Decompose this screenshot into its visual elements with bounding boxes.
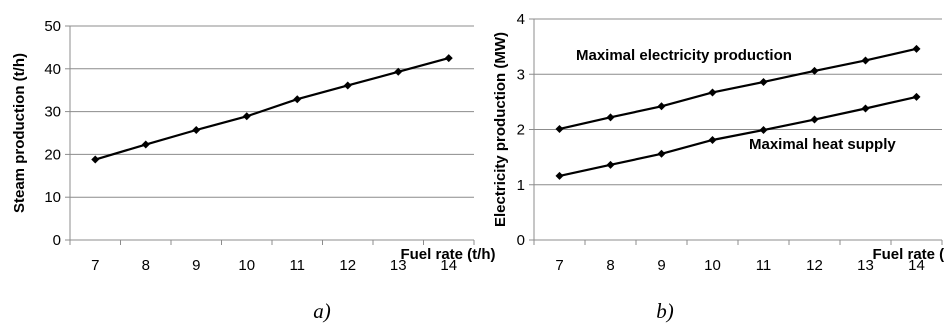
y-tick-label: 10 (44, 189, 61, 206)
data-point-marker (444, 54, 453, 63)
x-tick-label: 11 (289, 257, 305, 274)
x-tick-label: 13 (857, 257, 874, 274)
y-tick-label: 0 (53, 232, 61, 249)
y-tick-label: 1 (517, 177, 525, 194)
data-point-marker (606, 113, 615, 122)
data-point-marker (912, 92, 921, 101)
data-point-marker (343, 81, 352, 90)
data-point-marker (912, 44, 921, 53)
x-tick-label: 14 (440, 257, 457, 274)
x-tick-label: 8 (606, 257, 614, 274)
data-point-marker (708, 88, 717, 97)
data-point-marker (394, 67, 403, 76)
x-tick-label: 9 (192, 257, 200, 274)
y-tick-label: 50 (44, 18, 61, 35)
data-point-marker (708, 135, 717, 144)
x-tick-label: 14 (908, 257, 925, 274)
series-line (94, 57, 450, 161)
data-point-marker (141, 140, 150, 149)
x-tick-label: 10 (704, 257, 721, 274)
series-line (559, 47, 917, 131)
x-tick-label: 9 (657, 257, 665, 274)
data-point-marker (555, 124, 564, 133)
x-tick-label: 10 (238, 257, 255, 274)
y-tick-label: 4 (517, 11, 525, 28)
data-point-marker (861, 104, 870, 113)
data-point-marker (810, 115, 819, 124)
figure-caption: a) (313, 299, 331, 323)
data-point-marker (91, 155, 100, 164)
data-point-marker (555, 171, 564, 180)
x-tick-label: 7 (91, 257, 99, 274)
x-axis-title: Fuel rate (t/h) (400, 246, 495, 263)
x-tick-label: 13 (390, 257, 407, 274)
x-axis-title: Fuel rate (t/h) (872, 246, 944, 263)
x-tick-label: 12 (339, 257, 356, 274)
data-point-marker (861, 56, 870, 65)
data-point-marker (759, 77, 768, 86)
y-tick-label: 20 (44, 146, 61, 163)
data-point-marker (293, 95, 302, 104)
y-tick-label: 3 (517, 66, 525, 83)
series-annotation: Maximal electricity production (576, 47, 792, 64)
series-annotation: Maximal heat supply (749, 136, 896, 153)
figure-caption: b) (656, 299, 674, 323)
series-line (559, 95, 917, 177)
y-tick-label: 0 (517, 232, 525, 249)
data-point-marker (657, 149, 666, 158)
data-point-marker (192, 126, 201, 135)
y-tick-label: 2 (517, 122, 525, 139)
data-point-marker (759, 126, 768, 135)
data-point-marker (606, 160, 615, 169)
y-axis-title: Steam production (t/h) (11, 53, 28, 213)
y-tick-label: 40 (44, 61, 61, 78)
data-point-marker (657, 102, 666, 111)
y-tick-label: 30 (44, 104, 61, 121)
x-tick-label: 7 (555, 257, 563, 274)
x-tick-label: 12 (806, 257, 823, 274)
data-point-marker (242, 112, 251, 121)
y-axis-title: Electricity production (MW) (492, 32, 509, 227)
data-point-marker (810, 66, 819, 75)
x-tick-label: 8 (142, 257, 150, 274)
x-tick-label: 11 (756, 257, 772, 274)
